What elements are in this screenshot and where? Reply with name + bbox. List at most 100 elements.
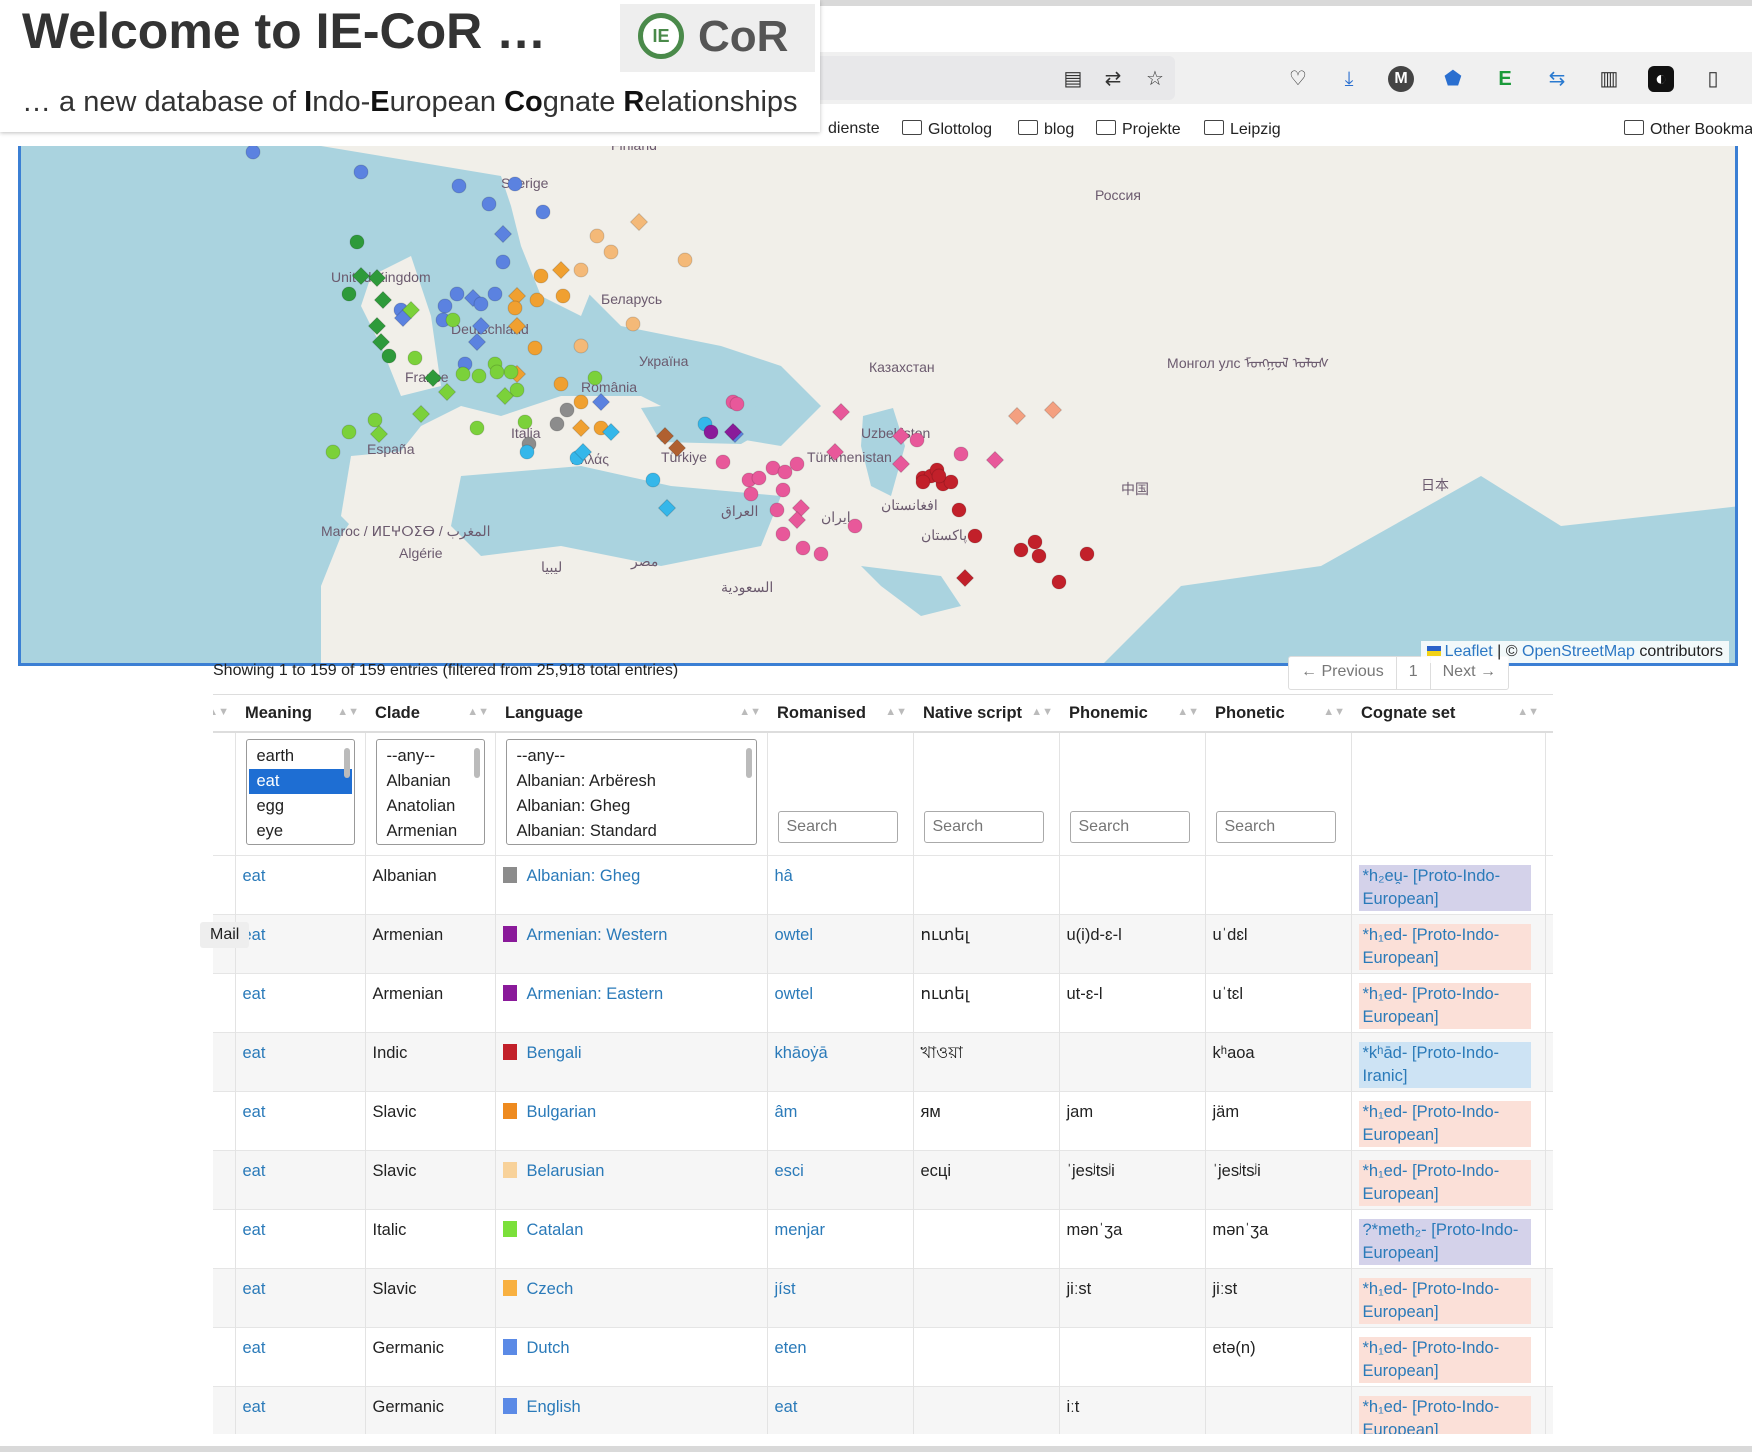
language-marker-germanic[interactable] [245, 146, 261, 160]
language-marker-baltic[interactable] [551, 260, 571, 280]
language-marker-celtic[interactable] [351, 266, 371, 286]
bookmark-star-icon[interactable]: ☆ [1146, 68, 1164, 90]
language-marker-indic[interactable] [955, 568, 975, 588]
language-marker-germanic[interactable] [495, 254, 511, 270]
meaning-option-selected[interactable]: eat [248, 769, 352, 794]
leaflet-link[interactable]: Leaflet [1444, 643, 1493, 660]
language-link[interactable]: Czech [526, 1280, 574, 1298]
table-row[interactable]: eat Armenian Armenian: Western owtel ուտել u(… [213, 914, 1553, 974]
select-scrollbar[interactable] [745, 748, 752, 778]
language-option[interactable]: Albanian: Gheg [516, 797, 631, 815]
language-marker-celtic[interactable] [371, 332, 391, 352]
column-header-phonetic[interactable]: Phonetic ▲▼ [1205, 694, 1351, 733]
meaning-link[interactable]: eat [242, 1103, 266, 1121]
language-marker-germanic[interactable] [451, 178, 467, 194]
language-marker-iranian[interactable] [751, 470, 767, 486]
language-marker-germanic[interactable] [467, 332, 487, 352]
language-marker-iranian[interactable] [813, 546, 829, 562]
row-select-cell[interactable] [213, 1091, 236, 1151]
language-marker-baltic[interactable] [533, 268, 549, 284]
clade-filter-select[interactable]: --any-- Albanian Anatolian Armenian [375, 739, 485, 845]
language-marker-italic[interactable] [341, 424, 357, 440]
language-marker-germanic[interactable] [493, 224, 513, 244]
language-marker-germanic[interactable] [487, 286, 503, 302]
row-select-cell[interactable] [213, 1209, 236, 1269]
language-marker-greek[interactable] [657, 498, 677, 518]
romanised-search-input[interactable] [777, 811, 898, 843]
language-marker-celtic[interactable] [367, 316, 387, 336]
language-marker-baltic[interactable] [571, 418, 591, 438]
clade-option[interactable]: Albanian [386, 772, 451, 790]
reader-view-icon[interactable]: ▤ [1063, 68, 1083, 90]
extension-cap-icon[interactable]: ⬟ [1444, 68, 1462, 90]
column-header-clade[interactable]: Clade ▲▼ [365, 694, 495, 733]
cognate-set-link[interactable]: *h₁ed- [Proto-Indo-European] [1358, 924, 1531, 970]
cognate-set-link[interactable]: *h₁ed- [Proto-Indo-European] [1358, 1278, 1531, 1324]
language-marker-italic[interactable] [401, 300, 421, 320]
table-row[interactable]: eat Albanian Albanian: Gheg hâ *h₂eu̯- [Prot… [213, 855, 1553, 915]
extension-dark-icon[interactable]: ◐ [1648, 66, 1674, 92]
bookmark-other[interactable]: Other Bookma [1624, 120, 1752, 139]
language-marker-indic[interactable] [943, 474, 959, 490]
bookmark-glottolog[interactable]: Glottolog [902, 120, 992, 139]
language-marker-baltic[interactable] [553, 376, 569, 392]
map-markers[interactable] [245, 146, 1095, 590]
language-option[interactable]: Albanian: Arbëresh [516, 772, 656, 790]
language-link[interactable]: Armenian: Western [526, 926, 668, 944]
meaning-option[interactable]: earth [256, 747, 295, 765]
language-marker-iranian[interactable] [775, 482, 791, 498]
column-header-cognate-set[interactable]: Cognate set ▲▼ [1351, 694, 1545, 733]
language-marker-baltic[interactable] [527, 340, 543, 356]
bookmark-blog[interactable]: blog [1018, 120, 1074, 139]
extension-e-icon[interactable]: E [1498, 68, 1512, 90]
language-marker-germanic[interactable] [473, 296, 489, 312]
language-marker-celtic[interactable] [373, 290, 393, 310]
language-marker-greek[interactable] [519, 444, 535, 460]
cognate-set-link[interactable]: *h₁ed- [Proto-Indo-European] [1358, 1337, 1531, 1383]
romanised-link[interactable]: jíst [774, 1280, 796, 1298]
language-link[interactable]: Bengali [526, 1044, 582, 1062]
language-marker-germanic[interactable] [353, 164, 369, 180]
cognate-set-link[interactable]: *h₁ed- [Proto-Indo-European] [1358, 1396, 1531, 1434]
language-marker-iranian[interactable] [769, 502, 785, 518]
language-marker-iranian[interactable] [985, 450, 1005, 470]
cognate-set-link[interactable]: *h₁ed- [Proto-Indo-European] [1358, 983, 1531, 1029]
language-marker-indic[interactable] [1031, 548, 1047, 564]
meaning-link[interactable]: eat [242, 1162, 266, 1180]
language-marker-armenian[interactable] [723, 422, 743, 442]
osm-link[interactable]: OpenStreetMap [1522, 643, 1635, 660]
language-marker-iranian[interactable] [775, 526, 791, 542]
language-marker-germanic[interactable] [471, 316, 491, 336]
language-marker-baltic[interactable] [507, 286, 527, 306]
row-select-header[interactable]: ▲▼ [213, 694, 235, 733]
language-marker-italic[interactable] [445, 312, 461, 328]
romanised-link[interactable]: eat [774, 1398, 798, 1416]
language-marker-armenian[interactable] [703, 424, 719, 440]
meaning-link[interactable]: eat [242, 867, 266, 885]
meaning-link[interactable]: eat [242, 1280, 266, 1298]
meaning-link[interactable]: eat [242, 1221, 266, 1239]
language-marker-celtic[interactable] [349, 234, 365, 250]
language-marker-iranian[interactable] [789, 456, 805, 472]
language-marker-germanic[interactable] [437, 298, 453, 314]
language-marker-anatolian[interactable] [655, 426, 675, 446]
language-marker-indic[interactable] [967, 528, 983, 544]
cognate-set-link[interactable]: *h₂eu̯- [Proto-Indo-European] [1358, 865, 1531, 911]
language-marker-baltic[interactable] [555, 288, 571, 304]
language-marker-tocharian[interactable] [1007, 406, 1027, 426]
bookmark-projekte[interactable]: Projekte [1096, 120, 1181, 139]
language-marker-slavic[interactable] [677, 252, 693, 268]
language-marker-greek[interactable] [645, 472, 661, 488]
column-header-native-script[interactable]: Native script ▲▼ [913, 694, 1059, 733]
language-marker-slavic[interactable] [573, 262, 589, 278]
pocket-icon[interactable]: ♡ [1289, 68, 1307, 90]
row-select-cell[interactable] [213, 1268, 236, 1328]
language-marker-albanian[interactable] [559, 402, 575, 418]
language-marker-italic[interactable] [469, 420, 485, 436]
language-marker-iranian[interactable] [743, 486, 759, 502]
language-marker-italic[interactable] [517, 414, 533, 430]
bookmark-leipzig[interactable]: Leipzig [1204, 120, 1281, 139]
language-marker-celtic[interactable] [367, 268, 387, 288]
language-marker-iranian[interactable] [795, 540, 811, 556]
